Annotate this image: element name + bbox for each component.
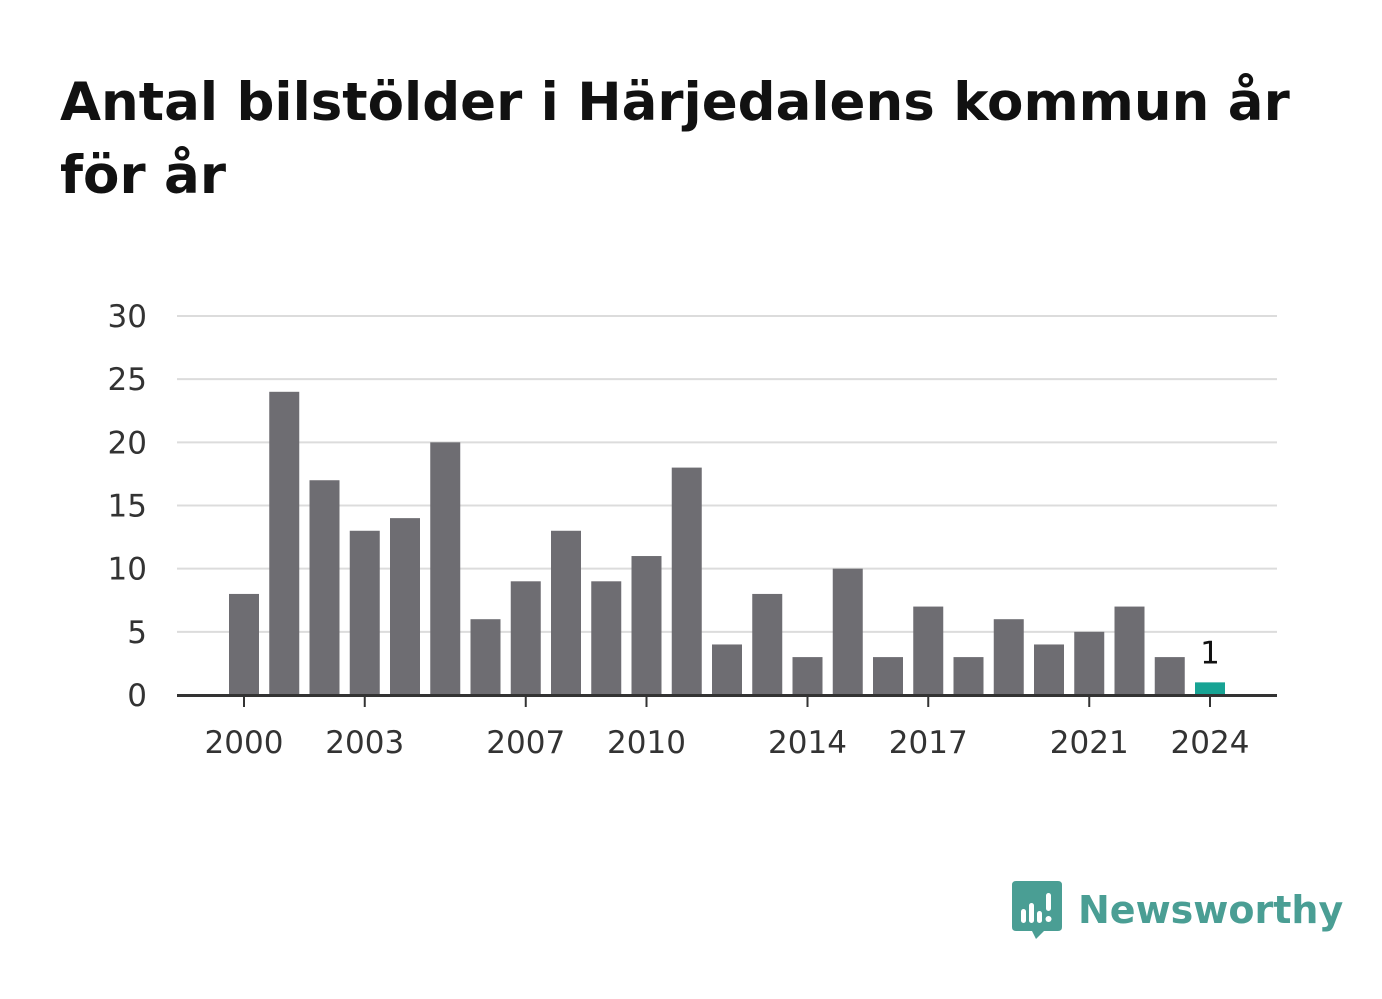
bar-2015 <box>832 568 863 695</box>
bar-2005 <box>430 442 461 695</box>
bar-2019 <box>993 619 1024 695</box>
brand-name: Newsworthy <box>1078 888 1344 932</box>
bar-2002 <box>309 480 340 695</box>
y-axis-tick-labels: 0 5 10 15 20 25 30 <box>108 299 147 714</box>
bar-2022 <box>1114 606 1145 695</box>
x-tick-label-2017: 2017 <box>889 725 968 761</box>
bar-2012 <box>712 644 742 695</box>
y-tick-label-10: 10 <box>108 552 147 588</box>
x-tick-label-2007: 2007 <box>486 725 565 761</box>
bar-2000 <box>229 593 259 695</box>
bar-2016 <box>873 657 903 695</box>
chart-title: Antal bilstölder i Härjedalens kommun år… <box>60 72 1290 206</box>
x-tick-label-2003: 2003 <box>325 725 404 761</box>
y-tick-label-25: 25 <box>108 362 147 398</box>
bar-2021 <box>1074 631 1105 695</box>
bar-2009 <box>591 581 622 695</box>
bar-2010 <box>631 556 662 695</box>
gridlines <box>177 315 1277 633</box>
y-tick-label-30: 30 <box>108 299 147 335</box>
bar-2008 <box>551 530 581 695</box>
x-tick-label-2000: 2000 <box>205 725 284 761</box>
y-tick-label-15: 15 <box>108 489 147 525</box>
bar-2017 <box>913 606 944 695</box>
bar-2018 <box>953 657 984 695</box>
x-tick-label-2024: 2024 <box>1171 725 1250 761</box>
bar-2001 <box>269 391 300 695</box>
x-tick-label-2010: 2010 <box>607 725 686 761</box>
bar-2011 <box>671 467 702 695</box>
highlight-value-label: 1 <box>1200 635 1220 671</box>
bar-2020 <box>1034 644 1064 695</box>
y-tick-label-5: 5 <box>127 615 147 651</box>
speech-bubble-bar-chart-icon <box>1012 881 1062 939</box>
x-tick-label-2014: 2014 <box>768 725 847 761</box>
bars <box>229 391 1225 695</box>
bar-2014 <box>792 657 823 695</box>
bar-2006 <box>470 619 501 695</box>
x-tick-label-2021: 2021 <box>1050 725 1129 761</box>
bar-2003 <box>349 530 380 695</box>
x-axis-ticks: 2000 2003 2007 2010 2014 2017 2021 2024 <box>205 695 1250 761</box>
bar-2013 <box>752 593 783 695</box>
y-tick-label-0: 0 <box>127 678 147 714</box>
bar-2024 <box>1195 682 1225 695</box>
newsworthy-brand: Newsworthy <box>1010 878 1343 942</box>
bar-2023 <box>1154 657 1185 695</box>
y-tick-label-20: 20 <box>108 425 147 461</box>
bar-2004 <box>390 518 420 695</box>
bar-2007 <box>510 581 541 695</box>
